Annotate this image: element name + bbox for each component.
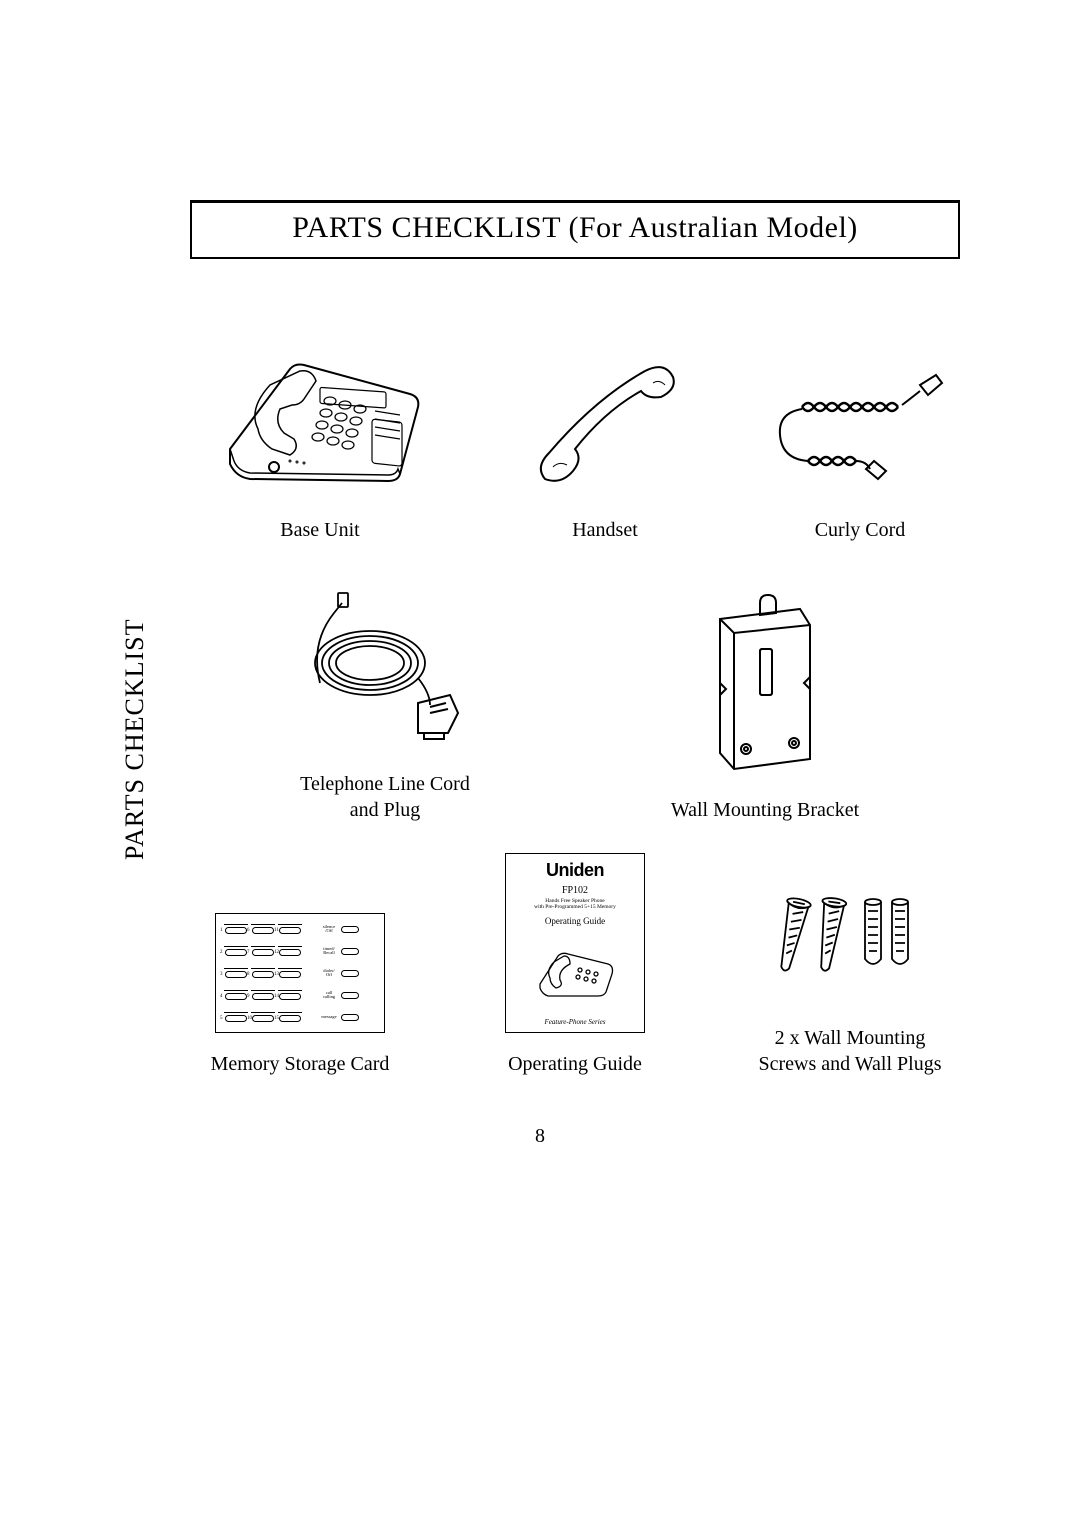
side-tab-label: PARTS CHECKLIST: [120, 619, 150, 860]
section-title: PARTS CHECKLIST (For Australian Model): [292, 211, 858, 244]
curly-cord-illustration: [770, 369, 950, 499]
part-label: Handset: [572, 517, 638, 543]
guide-model: FP102: [562, 885, 588, 896]
memory-slot: 11: [278, 924, 302, 934]
part-label: Memory Storage Card: [211, 1051, 390, 1077]
part-operating-guide: Uniden FP102 Hands Free Speaker Phone wi…: [465, 853, 685, 1077]
part-label: Operating Guide: [508, 1051, 642, 1077]
parts-grid: Base Unit Handset: [190, 339, 960, 1077]
memory-slot: 3: [224, 968, 248, 978]
part-base-unit: Base Unit: [190, 339, 450, 543]
part-label: 2 x Wall Mounting Screws and Wall Plugs: [758, 1025, 941, 1077]
parts-row: Telephone Line Cord and Plug: [190, 583, 960, 823]
memory-card-row: 4914 call calling: [224, 990, 376, 1000]
part-curly-cord: Curly Cord: [760, 369, 960, 543]
memory-row-label: timed/ Recall: [320, 947, 338, 956]
memory-card-row: 2712 timed/ Recall: [224, 946, 376, 956]
memory-slot: 15: [278, 1012, 302, 1022]
memory-row-label: dialer/ Off: [320, 969, 338, 978]
memory-row-label: silence /Off: [320, 925, 338, 934]
memory-row-label: message: [320, 1015, 338, 1020]
part-handset: Handset: [495, 349, 715, 543]
line-cord-illustration: [300, 583, 470, 753]
memory-slot: 5: [224, 1012, 248, 1022]
wall-bracket-illustration: [690, 589, 840, 779]
memory-slot: 2: [224, 946, 248, 956]
memory-slot: 9: [251, 990, 275, 1000]
memory-slot: 13: [278, 968, 302, 978]
parts-row: 1611 silence /Off 2712 timed/ Recall 3813 dia…: [190, 853, 960, 1077]
memory-card-graphic: 1611 silence /Off 2712 timed/ Recall 3813 dia…: [215, 913, 385, 1033]
memory-slot: 10: [251, 1012, 275, 1022]
memory-slot: [341, 970, 359, 977]
memory-slot: 4: [224, 990, 248, 1000]
manual-page: PARTS CHECKLIST (For Australian Model) P…: [0, 0, 1080, 1528]
part-label: Telephone Line Cord and Plug: [300, 771, 470, 823]
memory-slot: 14: [278, 990, 302, 1000]
part-screws: 2 x Wall Mounting Screws and Wall Plugs: [740, 887, 960, 1077]
memory-card-row: 1611 silence /Off: [224, 924, 376, 934]
part-label: Curly Cord: [815, 517, 906, 543]
guide-footer: Feature-Phone Series: [545, 1018, 606, 1026]
memory-slot: [341, 948, 359, 955]
memory-slot: 1: [224, 924, 248, 934]
memory-card-illustration: 1611 silence /Off 2712 timed/ Recall 3813 dia…: [215, 913, 385, 1033]
memory-row-label: call calling: [320, 991, 338, 1000]
memory-slot: 12: [278, 946, 302, 956]
guide-phone-icon: [530, 926, 620, 1018]
part-label: Wall Mounting Bracket: [671, 797, 859, 823]
memory-slot: [341, 1014, 359, 1021]
base-unit-illustration: [200, 339, 440, 499]
memory-slot: 6: [251, 924, 275, 934]
operating-guide-illustration: Uniden FP102 Hands Free Speaker Phone wi…: [505, 853, 645, 1033]
guide-booklet: Uniden FP102 Hands Free Speaker Phone wi…: [505, 853, 645, 1033]
part-line-cord: Telephone Line Cord and Plug: [255, 583, 515, 823]
part-memory-card: 1611 silence /Off 2712 timed/ Recall 3813 dia…: [190, 913, 410, 1077]
page-number: 8: [0, 1125, 1080, 1148]
screws-illustration: [770, 887, 930, 1007]
parts-row: Base Unit Handset: [190, 339, 960, 543]
guide-subtitle: with Pre-Programmed 5+15 Memory: [534, 904, 616, 910]
memory-slot: 8: [251, 968, 275, 978]
section-title-box: PARTS CHECKLIST (For Australian Model): [190, 200, 960, 259]
guide-brand: Uniden: [546, 860, 604, 881]
handset-illustration: [525, 349, 685, 499]
memory-card-row: 51015 message: [224, 1012, 376, 1022]
memory-slot: 7: [251, 946, 275, 956]
part-label: Base Unit: [280, 517, 359, 543]
part-wall-bracket: Wall Mounting Bracket: [635, 589, 895, 823]
guide-label: Operating Guide: [545, 916, 605, 926]
memory-card-row: 3813 dialer/ Off: [224, 968, 376, 978]
memory-slot: [341, 992, 359, 999]
memory-slot: [341, 926, 359, 933]
